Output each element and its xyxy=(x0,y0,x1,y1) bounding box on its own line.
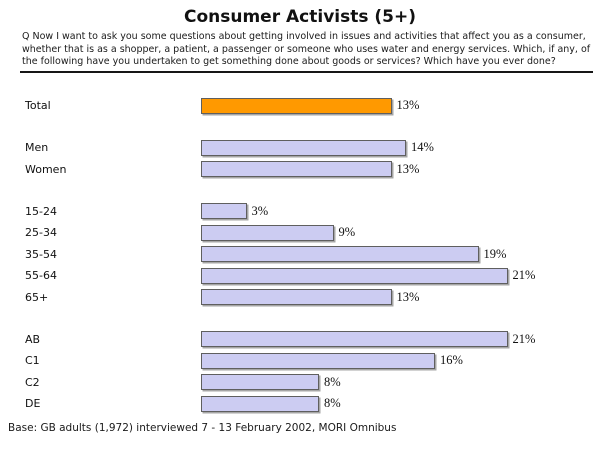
divider-line xyxy=(20,70,593,73)
category-label: 25-34 xyxy=(25,226,57,240)
chart-row: Men 14% xyxy=(0,137,600,159)
category-label: DE xyxy=(25,397,41,411)
question-text: Q Now I want to ask you some questions a… xyxy=(22,31,591,68)
bar xyxy=(201,246,479,263)
bar-chart: Total 13% Men 14% Women 13% 15-24 3% 25-34 9% 35-5… xyxy=(0,95,600,415)
chart-row: C2 8% xyxy=(0,371,600,393)
chart-row: 35-54 19% xyxy=(0,243,600,265)
bar xyxy=(201,267,508,284)
bar xyxy=(201,161,392,178)
value-label: 13% xyxy=(396,289,420,304)
chart-row: Women 13% xyxy=(0,158,600,180)
chart-row: Total 13% xyxy=(0,95,600,117)
value-label: 8% xyxy=(324,396,341,411)
chart-row: 25-34 9% xyxy=(0,222,600,244)
category-label: C1 xyxy=(25,354,40,368)
bar xyxy=(201,331,508,348)
value-label: 14% xyxy=(411,140,434,155)
category-label: AB xyxy=(25,332,41,346)
bar xyxy=(201,139,406,156)
bar xyxy=(201,203,247,220)
bar xyxy=(201,289,392,306)
category-label: 35-54 xyxy=(25,247,57,261)
bar xyxy=(201,224,334,241)
chart-row: 65+ 13% xyxy=(0,286,600,308)
chart-row: AB 21% xyxy=(0,328,600,350)
category-label: 15-24 xyxy=(25,204,57,218)
value-label: 19% xyxy=(483,246,507,261)
chart-row: C1 16% xyxy=(0,350,600,372)
bar xyxy=(201,352,435,369)
value-label: 13% xyxy=(396,98,420,113)
value-label: 16% xyxy=(440,353,463,368)
category-label: Total xyxy=(25,99,51,113)
category-label: Women xyxy=(25,162,67,176)
chart-row: DE 8% xyxy=(0,393,600,415)
chart-row: 55-64 21% xyxy=(0,265,600,287)
total-bar xyxy=(201,97,392,114)
base-note: Base: GB adults (1,972) interviewed 7 - … xyxy=(8,422,397,435)
chart-row: 15-24 3% xyxy=(0,200,600,222)
value-label: 3% xyxy=(251,203,269,218)
category-label: 65+ xyxy=(25,290,49,304)
category-label: Men xyxy=(25,141,49,155)
value-label: 21% xyxy=(512,268,536,283)
value-label: 9% xyxy=(338,225,356,240)
category-label: 55-64 xyxy=(25,269,57,283)
bar xyxy=(201,374,319,391)
slide-title: Consumer Activists (5+) xyxy=(183,7,416,27)
value-label: 8% xyxy=(324,374,341,389)
value-label: 13% xyxy=(396,161,420,176)
category-label: C2 xyxy=(25,375,40,389)
value-label: 21% xyxy=(512,331,536,346)
bar xyxy=(201,395,319,412)
